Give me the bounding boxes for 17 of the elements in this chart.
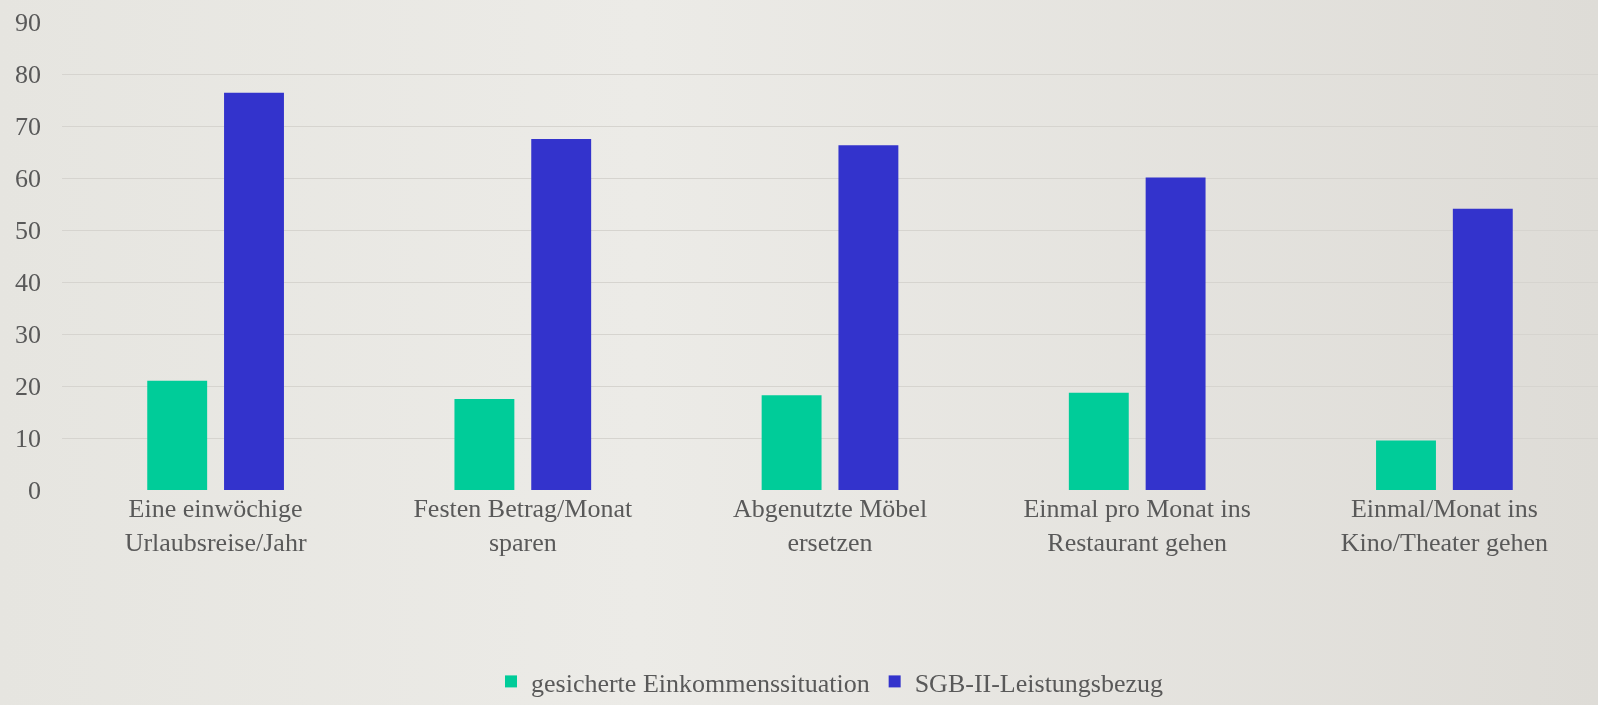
y-tick-label: 10 <box>15 424 41 454</box>
y-tick-label: 70 <box>15 112 41 142</box>
y-tick-label: 90 <box>15 8 41 38</box>
y-tick-label: 80 <box>15 60 41 90</box>
x-tick-label: Abgenutzte Möbel ersetzen <box>732 494 928 557</box>
y-tick-label: 20 <box>15 372 41 402</box>
x-tick-label: Einmal pro Monat ins Restaurant gehen <box>1023 494 1251 557</box>
y-tick-label: 50 <box>15 216 41 246</box>
x-tick-label: Eine einwöchige Urlaubsreise/Jahr <box>124 494 307 557</box>
legend-label: SGB-II-Leistungsbezug <box>914 668 1164 698</box>
x-tick-label: Festen Betrag/Monat sparen <box>413 494 633 557</box>
y-tick-label: 0 <box>28 476 41 506</box>
y-tick-label: 60 <box>15 164 41 194</box>
y-tick-label: 30 <box>15 320 41 350</box>
legend-label: gesicherte Einkommenssituation <box>531 668 870 698</box>
y-tick-label: 40 <box>15 268 41 298</box>
x-tick-label: Einmal/Monat ins Kino/Theater gehen <box>1340 494 1548 557</box>
